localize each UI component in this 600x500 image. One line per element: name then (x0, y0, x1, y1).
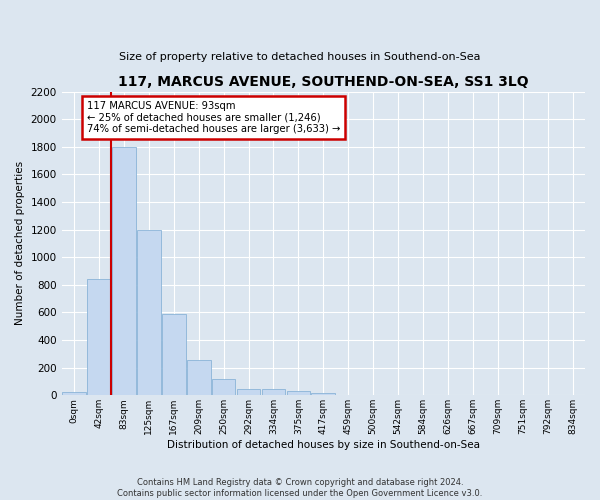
Bar (137, 230, 161, 396)
Bar (87, 280, 111, 396)
Bar (311, 393, 335, 396)
Y-axis label: Number of detached properties: Number of detached properties (15, 162, 25, 326)
Bar (287, 391, 310, 396)
Text: 117 MARCUS AVENUE: 93sqm
← 25% of detached houses are smaller (1,246)
74% of sem: 117 MARCUS AVENUE: 93sqm ← 25% of detach… (86, 101, 340, 134)
Bar (62, 392, 86, 396)
Bar (237, 389, 260, 396)
Bar (162, 314, 185, 396)
Title: 117, MARCUS AVENUE, SOUTHEND-ON-SEA, SS1 3LQ: 117, MARCUS AVENUE, SOUTHEND-ON-SEA, SS1… (118, 75, 529, 89)
Bar (212, 378, 235, 396)
Bar (187, 360, 211, 396)
Bar (112, 147, 136, 396)
Text: Contains HM Land Registry data © Crown copyright and database right 2024.
Contai: Contains HM Land Registry data © Crown c… (118, 478, 482, 498)
Text: Size of property relative to detached houses in Southend-on-Sea: Size of property relative to detached ho… (119, 52, 481, 62)
Bar (262, 389, 286, 396)
X-axis label: Distribution of detached houses by size in Southend-on-Sea: Distribution of detached houses by size … (167, 440, 480, 450)
